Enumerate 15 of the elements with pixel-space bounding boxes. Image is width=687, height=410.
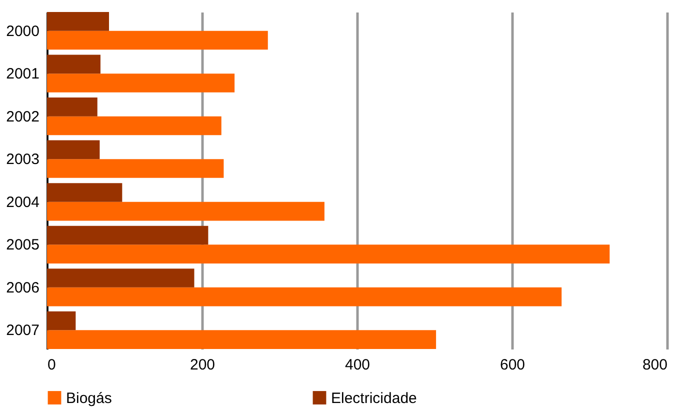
x-tick-label: 400 bbox=[344, 356, 370, 374]
x-tick-label: 0 bbox=[48, 356, 56, 374]
legend-label: Biogás bbox=[66, 390, 112, 407]
x-tick-label: 600 bbox=[500, 356, 526, 374]
y-tick-label: 2004 bbox=[6, 194, 40, 211]
y-tick-label: 2007 bbox=[6, 322, 40, 340]
y-tick-label: 2006 bbox=[6, 279, 40, 296]
y-tick-label: 2000 bbox=[6, 22, 40, 40]
y-tick-label: 2001 bbox=[6, 66, 40, 83]
legend-label: Electricidade bbox=[331, 390, 417, 407]
y-tick-label: 2003 bbox=[6, 151, 40, 168]
y-tick-label: 2002 bbox=[6, 108, 40, 126]
x-tick-label: 800 bbox=[642, 356, 668, 374]
x-tick-label: 200 bbox=[190, 356, 216, 374]
y-tick-label: 2005 bbox=[6, 236, 40, 254]
